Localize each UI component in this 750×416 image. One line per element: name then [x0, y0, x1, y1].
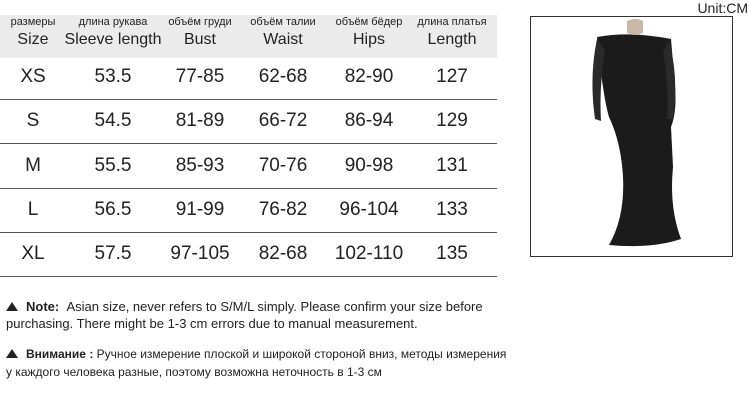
column-header: размеры Size: [11, 15, 56, 51]
header-en: Hips: [352, 31, 385, 48]
table-cell: 77-85: [175, 66, 225, 87]
row-divider: [0, 143, 497, 144]
table-cell: 135: [436, 243, 468, 264]
header-en: Bust: [183, 31, 216, 48]
note-text: Ручное измерение плоской и широкой сторо…: [6, 347, 507, 379]
header-ru: объём груди: [168, 16, 232, 28]
header-ru: длина платья: [417, 16, 487, 28]
note-en: Note: Asian size, never refers to S/M/L …: [6, 298, 506, 332]
table-cell: 66-72: [258, 110, 308, 131]
product-image: [530, 16, 733, 257]
table-cell: 133: [436, 199, 468, 220]
table-header: [0, 15, 497, 58]
column-header: объём бёдер Hips: [336, 15, 403, 51]
note-text: Asian size, never refers to S/M/L simply…: [6, 299, 483, 331]
table-cell: 53.5: [94, 66, 132, 87]
table-cell: 55.5: [94, 155, 132, 176]
table-cell: 127: [436, 66, 468, 87]
header-ru: объём бёдер: [335, 16, 403, 28]
note-label: Note:: [26, 299, 60, 314]
table-cell: 82-68: [258, 243, 308, 264]
row-divider: [0, 99, 497, 100]
table-cell: 102-110: [334, 243, 404, 264]
header-ru: размеры: [10, 16, 56, 28]
table-cell: XL: [21, 243, 45, 264]
column-header: длина платья Length: [417, 15, 486, 51]
table-cell: 56.5: [94, 199, 132, 220]
note-label: Внимание :: [26, 347, 94, 361]
table-cell: M: [25, 155, 41, 176]
header-ru: длина рукава: [78, 16, 148, 28]
header-en: Size: [17, 31, 49, 48]
table-cell: 91-99: [175, 199, 225, 220]
header-en: Sleeve length: [64, 31, 162, 48]
table-cell: 86-94: [344, 110, 394, 131]
table-cell: 54.5: [94, 110, 132, 131]
note-ru: Внимание : Ручное измерение плоской и ши…: [6, 345, 511, 381]
table-cell: 85-93: [175, 155, 225, 176]
table-cell: 97-105: [170, 243, 230, 264]
header-en: Length: [427, 31, 477, 48]
column-header: объём талии Waist: [250, 15, 315, 51]
table-cell: 57.5: [94, 243, 132, 264]
table-cell: XS: [20, 66, 46, 87]
column-header: объём груди Bust: [168, 15, 231, 51]
table-cell: S: [26, 110, 40, 131]
row-divider: [0, 232, 497, 233]
table-cell: 76-82: [258, 199, 308, 220]
table-cell: 96-104: [339, 199, 399, 220]
table-cell: 129: [436, 110, 468, 131]
unit-label: Unit:CM: [697, 0, 748, 16]
table-cell: 62-68: [258, 66, 308, 87]
table-cell: 82-90: [344, 66, 394, 87]
table-cell: 90-98: [344, 155, 394, 176]
header-ru: объём талии: [250, 16, 316, 28]
column-header: длина рукава Sleeve length: [65, 15, 162, 51]
table-cell: L: [27, 199, 39, 220]
row-divider: [0, 276, 497, 277]
header-en: Waist: [263, 31, 303, 48]
table-cell: 70-76: [258, 155, 308, 176]
dress-silhouette: [531, 17, 732, 256]
table-cell: 131: [436, 155, 468, 176]
row-divider: [0, 188, 497, 189]
table-cell: 81-89: [175, 110, 225, 131]
